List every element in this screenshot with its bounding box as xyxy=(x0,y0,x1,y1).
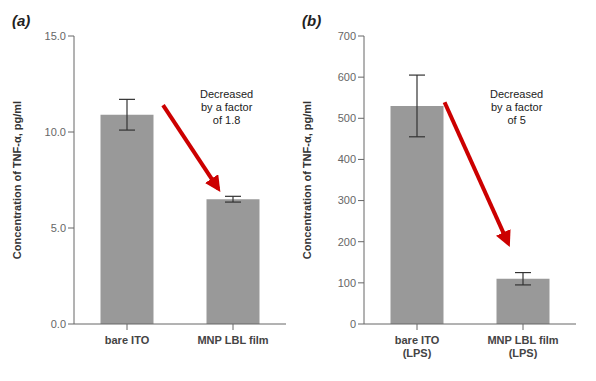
svg-text:Decreasedby a factorof 5: Decreasedby a factorof 5 xyxy=(490,88,543,126)
svg-text:MNP LBL film(LPS): MNP LBL film(LPS) xyxy=(487,334,558,359)
svg-text:(a): (a) xyxy=(12,12,30,29)
svg-text:0.0: 0.0 xyxy=(51,318,66,330)
svg-text:300: 300 xyxy=(338,194,356,206)
svg-text:100: 100 xyxy=(338,277,356,289)
svg-text:MNP LBL film: MNP LBL film xyxy=(197,334,268,346)
svg-text:bare ITO: bare ITO xyxy=(105,334,150,346)
svg-text:15.0: 15.0 xyxy=(45,30,66,42)
svg-text:bare ITO(LPS): bare ITO(LPS) xyxy=(395,334,440,359)
svg-text:10.0: 10.0 xyxy=(45,126,66,138)
svg-text:600: 600 xyxy=(338,71,356,83)
svg-text:200: 200 xyxy=(338,236,356,248)
svg-text:(b): (b) xyxy=(302,12,321,29)
svg-text:0: 0 xyxy=(350,318,356,330)
svg-text:Concentration of TNF-α, pg/ml: Concentration of TNF-α, pg/ml xyxy=(301,101,313,259)
svg-text:Decreasedby a factorof 1.8: Decreasedby a factorof 1.8 xyxy=(200,88,253,126)
svg-text:Concentration of TNF-α, pg/ml: Concentration of TNF-α, pg/ml xyxy=(11,101,23,259)
svg-text:5.0: 5.0 xyxy=(51,222,66,234)
svg-text:700: 700 xyxy=(338,30,356,42)
svg-text:400: 400 xyxy=(338,153,356,165)
svg-text:500: 500 xyxy=(338,112,356,124)
